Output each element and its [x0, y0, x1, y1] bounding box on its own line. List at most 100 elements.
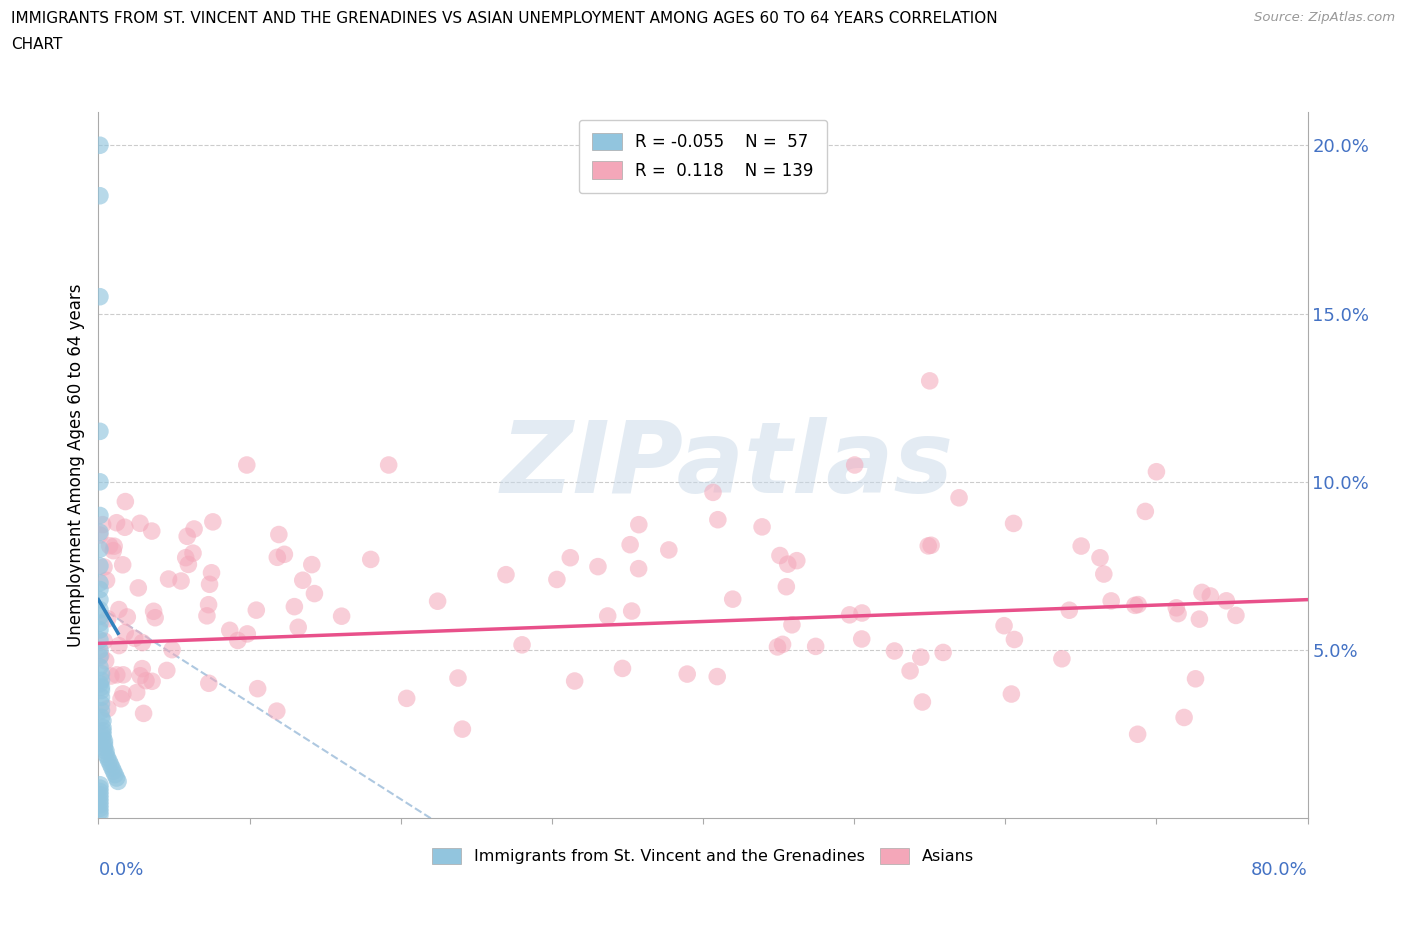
Point — [451, 722, 474, 737]
Point — [91, 724, 114, 738]
Point — [917, 538, 939, 553]
Point — [287, 620, 309, 635]
Point — [98, 538, 121, 553]
Point — [918, 374, 941, 389]
Point — [911, 695, 934, 710]
Point — [273, 547, 295, 562]
Point — [89, 527, 111, 542]
Point — [198, 577, 221, 591]
Point — [1000, 686, 1022, 701]
Point — [676, 667, 699, 682]
Point — [91, 727, 114, 742]
Point — [89, 525, 111, 539]
Point — [103, 538, 125, 553]
Point — [910, 650, 932, 665]
Point — [246, 681, 269, 696]
Point — [291, 573, 314, 588]
Point — [1070, 538, 1092, 553]
Point — [112, 668, 135, 683]
Point — [111, 686, 134, 701]
Point — [920, 538, 942, 552]
Text: CHART: CHART — [11, 37, 63, 52]
Point — [1144, 464, 1167, 479]
Point — [108, 638, 131, 653]
Point — [932, 645, 955, 660]
Point — [596, 608, 619, 623]
Point — [103, 543, 125, 558]
Point — [89, 780, 111, 795]
Point — [181, 546, 204, 561]
Point — [200, 565, 222, 580]
Point — [90, 647, 112, 662]
Point — [993, 618, 1015, 633]
Point — [883, 644, 905, 658]
Point — [283, 599, 305, 614]
Point — [776, 557, 799, 572]
Point — [100, 669, 122, 684]
Point — [1188, 612, 1211, 627]
Point — [89, 541, 111, 556]
Point — [1088, 551, 1111, 565]
Point — [1126, 727, 1149, 742]
Point — [360, 552, 382, 567]
Point — [91, 713, 114, 728]
Point — [1184, 671, 1206, 686]
Point — [117, 609, 139, 624]
Point — [658, 542, 681, 557]
Point — [706, 670, 728, 684]
Point — [89, 777, 111, 792]
Text: IMMIGRANTS FROM ST. VINCENT AND THE GRENADINES VS ASIAN UNEMPLOYMENT AMONG AGES : IMMIGRANTS FROM ST. VINCENT AND THE GREN… — [11, 11, 998, 26]
Point — [89, 659, 111, 674]
Point — [1092, 566, 1115, 581]
Point — [90, 683, 112, 698]
Point — [93, 740, 115, 755]
Point — [267, 527, 290, 542]
Point — [804, 639, 827, 654]
Point — [1002, 516, 1025, 531]
Point — [90, 690, 112, 705]
Point — [104, 767, 127, 782]
Point — [97, 701, 120, 716]
Y-axis label: Unemployment Among Ages 60 to 64 years: Unemployment Among Ages 60 to 64 years — [66, 284, 84, 646]
Point — [176, 529, 198, 544]
Point — [89, 632, 111, 647]
Point — [90, 666, 112, 681]
Point — [1166, 601, 1188, 616]
Point — [131, 635, 153, 650]
Point — [1002, 632, 1025, 647]
Point — [772, 637, 794, 652]
Point — [844, 458, 866, 472]
Point — [89, 798, 111, 813]
Point — [183, 522, 205, 537]
Point — [586, 559, 609, 574]
Point — [89, 794, 111, 809]
Point — [89, 592, 111, 607]
Point — [93, 560, 115, 575]
Point — [236, 627, 259, 642]
Point — [93, 734, 115, 749]
Point — [266, 704, 288, 719]
Point — [111, 557, 134, 572]
Point — [226, 633, 249, 648]
Point — [766, 640, 789, 655]
Point — [93, 633, 115, 648]
Point — [1173, 710, 1195, 724]
Point — [127, 580, 149, 595]
Point — [89, 649, 111, 664]
Point — [236, 458, 259, 472]
Point — [751, 520, 773, 535]
Point — [702, 485, 724, 499]
Point — [90, 710, 112, 724]
Point — [89, 138, 111, 153]
Point — [89, 788, 111, 803]
Point — [898, 663, 921, 678]
Point — [100, 757, 122, 772]
Point — [198, 676, 221, 691]
Point — [90, 697, 112, 711]
Point — [1123, 598, 1146, 613]
Point — [156, 663, 179, 678]
Point — [90, 703, 112, 718]
Point — [330, 609, 353, 624]
Point — [160, 643, 183, 658]
Point — [105, 668, 128, 683]
